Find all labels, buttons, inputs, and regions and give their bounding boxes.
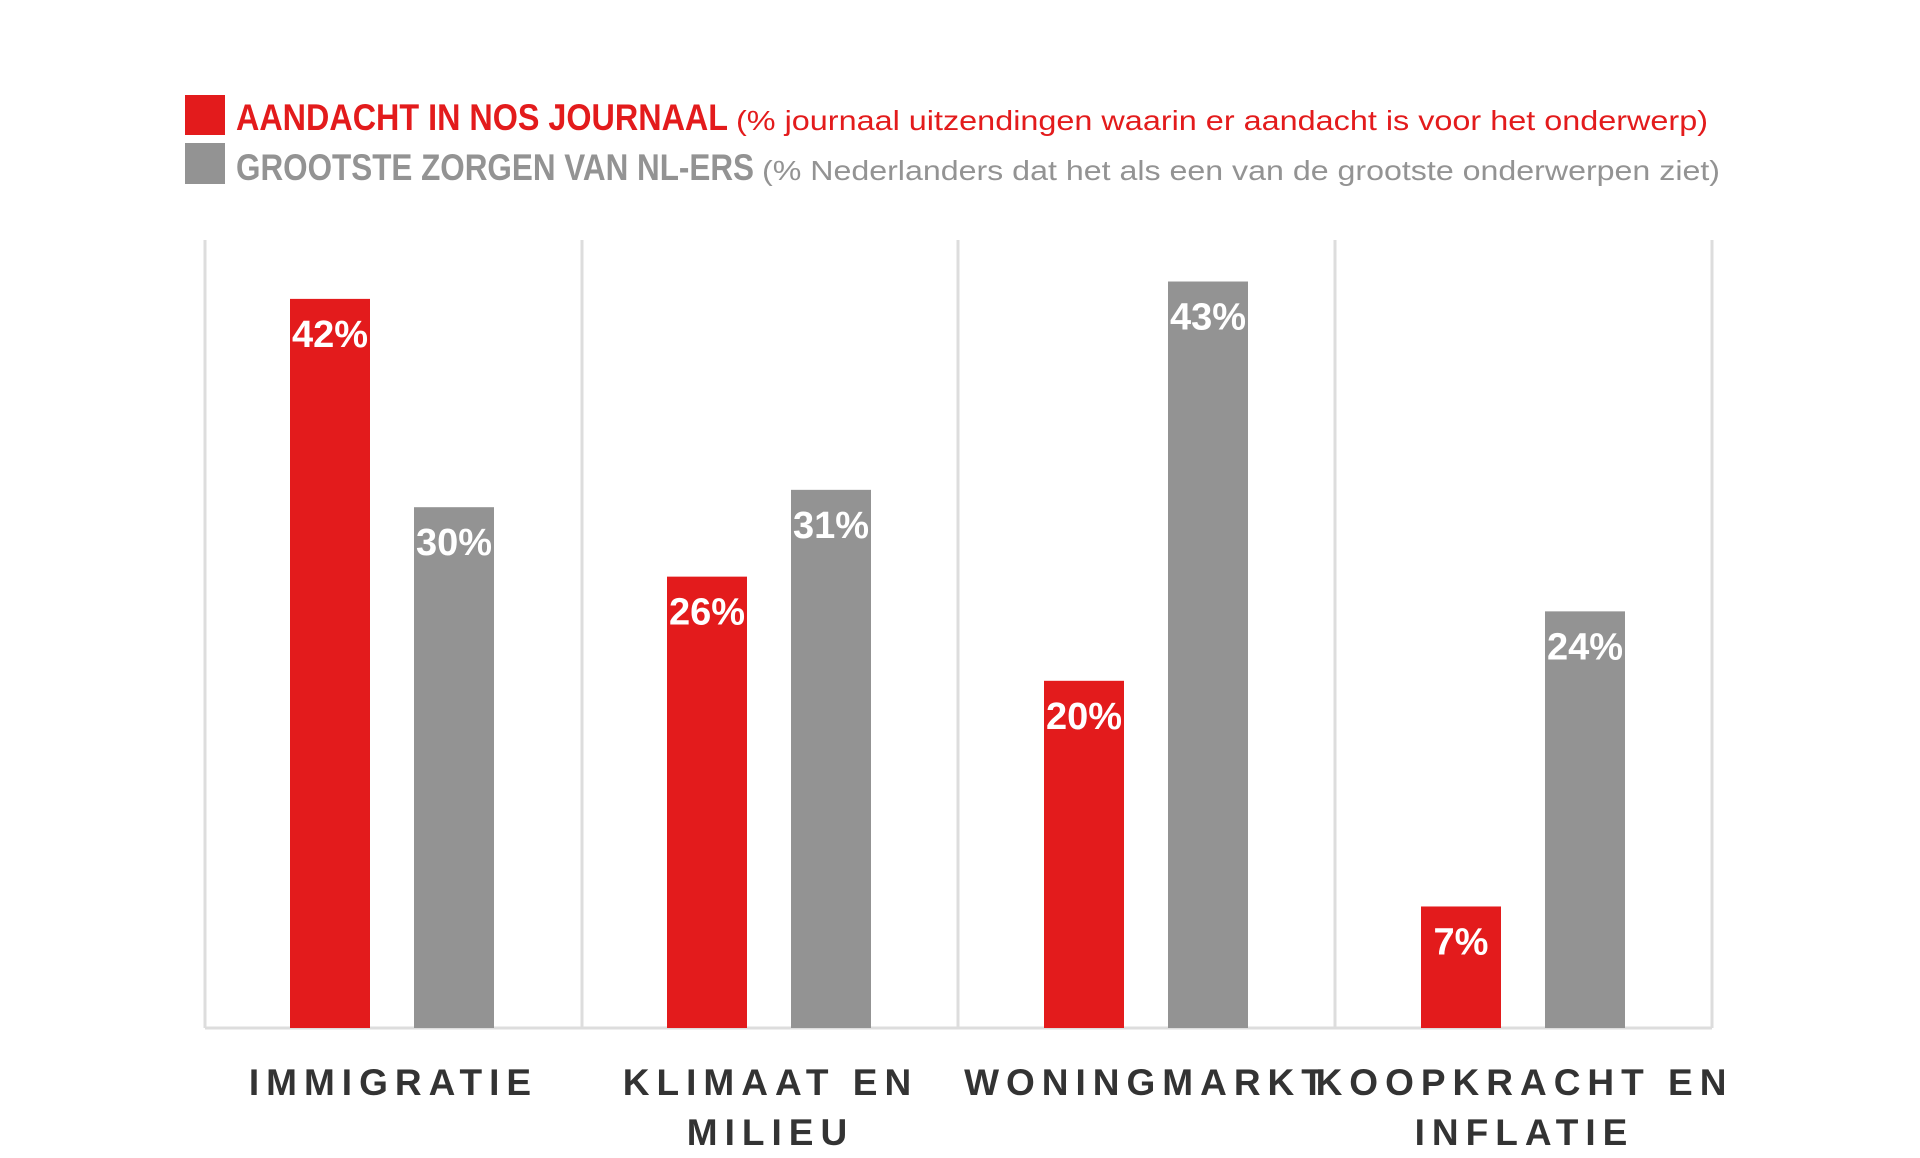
legend-item-concerns: GROOTSTE ZORGEN VAN NL-ERS (% Nederlande…	[185, 143, 1720, 188]
category-label: INFLATIE	[1415, 1112, 1635, 1153]
legend-swatch-red	[185, 95, 225, 135]
bar-value-label: 42%	[292, 314, 368, 356]
legend-subtitle-concerns: (% Nederlanders dat het als een van de g…	[762, 155, 1720, 186]
bar-value-label: 26%	[669, 592, 745, 634]
legend-title-attention: AANDACHT IN NOS JOURNAAL	[236, 97, 728, 138]
category-label: MILIEU	[687, 1112, 854, 1153]
category-label: KLIMAAT EN	[623, 1062, 918, 1103]
bar-concerns-3	[1545, 611, 1625, 1028]
category-label: WONINGMARKT	[964, 1062, 1331, 1103]
bar-value-label: 30%	[416, 522, 492, 564]
bar-concerns-1	[791, 489, 871, 1029]
legend-title-concerns: GROOTSTE ZORGEN VAN NL-ERS	[236, 147, 754, 188]
bar-value-label: 7%	[1434, 921, 1489, 963]
bar-attention-1	[667, 576, 747, 1028]
category-label: KOOPKRACHT EN	[1316, 1062, 1734, 1103]
bar-attention-0	[290, 298, 370, 1028]
bar-concerns-0	[414, 507, 494, 1028]
bar-attention-2	[1044, 680, 1124, 1028]
category-label: IMMIGRATIE	[249, 1062, 538, 1103]
bar-value-label: 31%	[793, 505, 869, 547]
bar-attention-3	[1421, 906, 1501, 1028]
bar-value-label: 43%	[1170, 297, 1246, 339]
legend-subtitle-attention: (% journaal uitzendingen waarin er aanda…	[736, 105, 1708, 136]
legend-item-attention: AANDACHT IN NOS JOURNAAL (% journaal uit…	[185, 95, 1708, 138]
bar-concerns-2	[1168, 281, 1248, 1028]
bar-value-label: 24%	[1547, 626, 1623, 668]
category-labels: IMMIGRATIE KLIMAAT EN MILIEU WONINGMARKTKOO…	[249, 1062, 1734, 1153]
legend-swatch-gray	[185, 143, 225, 184]
bars-group: 42% 30% 26% 31% 20% 43% 7% 24%	[290, 281, 1625, 1029]
bar-value-label: 20%	[1046, 696, 1122, 738]
legend: AANDACHT IN NOS JOURNAAL (% journaal uit…	[185, 95, 1720, 188]
